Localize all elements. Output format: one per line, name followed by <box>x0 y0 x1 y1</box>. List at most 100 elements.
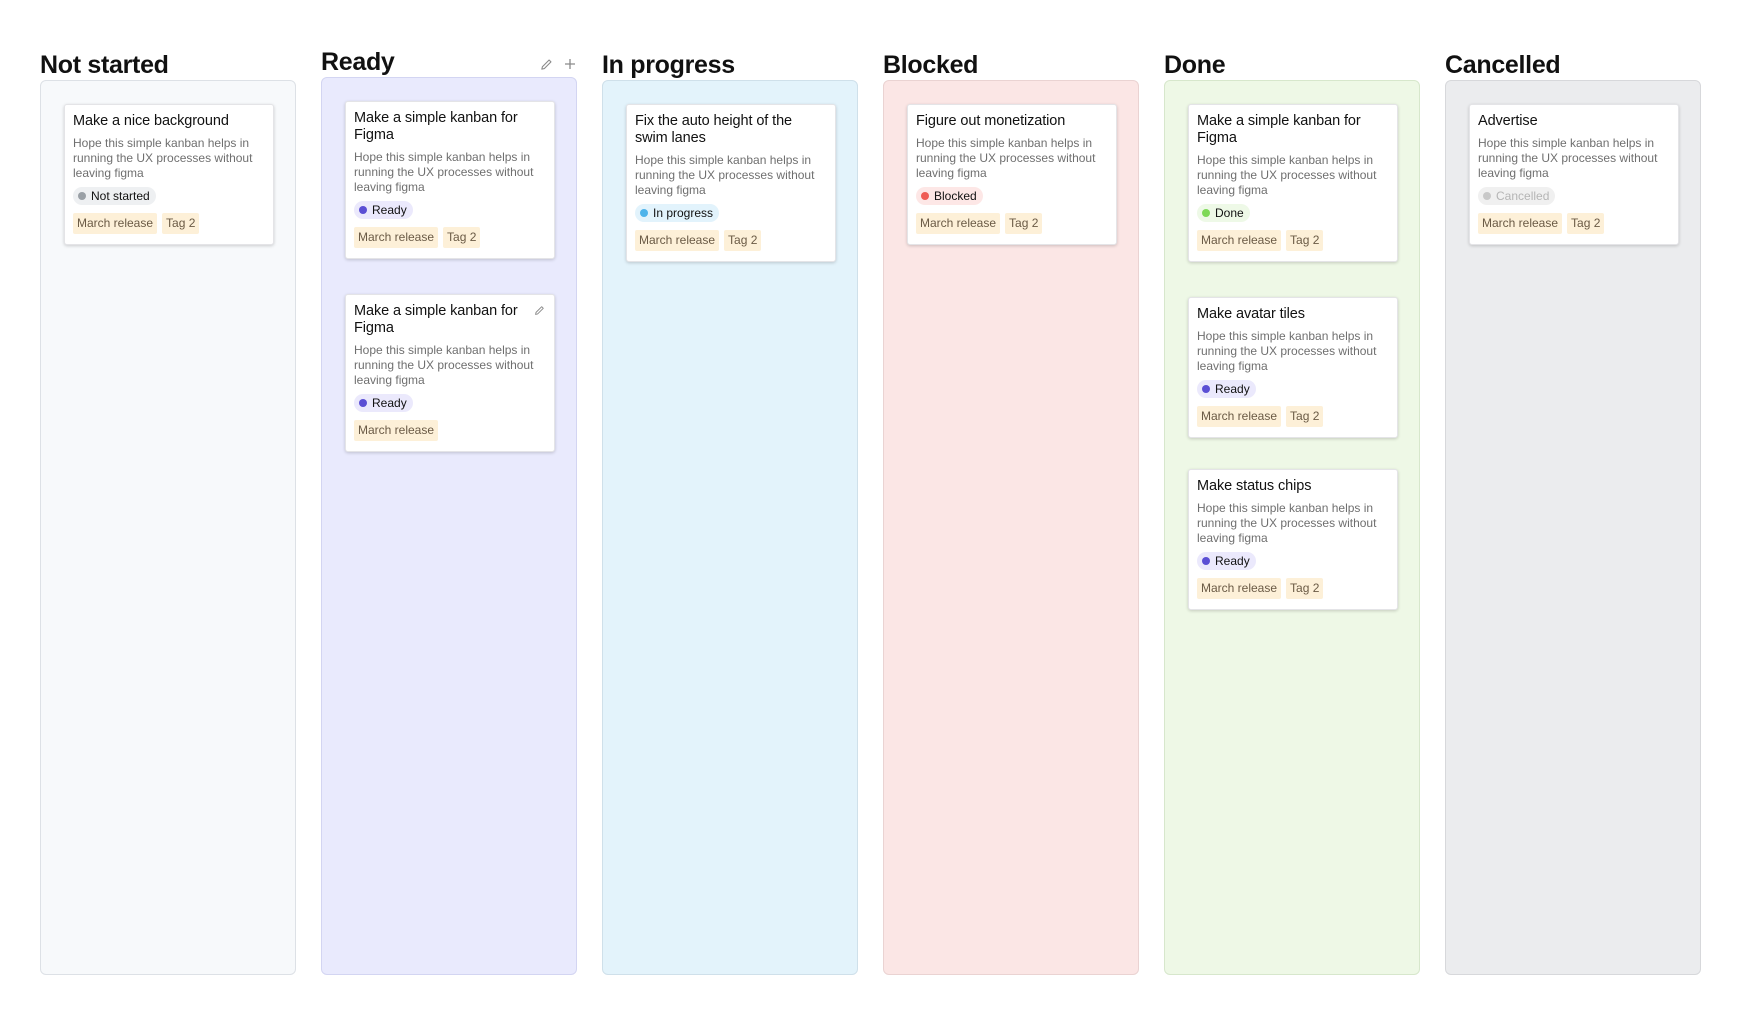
tag[interactable]: Tag 2 <box>724 230 762 251</box>
task-card[interactable]: Make avatar tiles Hope this simple kanba… <box>1188 297 1398 438</box>
status-label: Done <box>1215 206 1244 220</box>
column-header: Blocked <box>883 36 1139 80</box>
swim-lane[interactable]: Make a simple kanban for Figma Hope this… <box>1164 80 1420 975</box>
task-card[interactable]: Figure out monetization Hope this simple… <box>907 104 1117 245</box>
swim-lane[interactable]: Fix the auto height of the swim lanes Ho… <box>602 80 858 975</box>
tag-list: March release Tag 2 <box>73 213 265 234</box>
card-title: Make avatar tiles <box>1197 306 1305 322</box>
column-header: Ready <box>321 33 577 77</box>
tag-list: March release Tag 2 <box>1197 406 1389 427</box>
card-title: Make a nice background <box>73 113 229 129</box>
status-chip: In progress <box>635 204 720 222</box>
tag-list: March release <box>354 420 546 441</box>
tag[interactable]: Tag 2 <box>1567 213 1605 234</box>
column-header: Cancelled <box>1445 36 1701 80</box>
tag[interactable]: March release <box>916 213 1001 234</box>
card-title: Make a simple kanban for Figma <box>354 303 518 336</box>
column-header: Done <box>1164 36 1420 80</box>
status-label: Ready <box>372 396 407 410</box>
tag[interactable]: Tag 2 <box>1286 230 1324 251</box>
status-chip: Cancelled <box>1478 187 1556 205</box>
status-chip: Ready <box>1197 552 1256 570</box>
status-label: In progress <box>653 206 714 220</box>
card-description: Hope this simple kanban helps in running… <box>1478 136 1658 180</box>
tag[interactable]: Tag 2 <box>443 227 481 248</box>
status-label: Blocked <box>934 189 977 203</box>
tag[interactable]: March release <box>1197 230 1282 251</box>
card-description: Hope this simple kanban helps in running… <box>635 153 815 197</box>
task-card[interactable]: Make a nice background Hope this simple … <box>64 104 274 245</box>
swim-lane[interactable]: Figure out monetization Hope this simple… <box>883 80 1139 975</box>
column-title: Cancelled <box>1445 51 1561 79</box>
status-dot-icon <box>359 206 367 214</box>
task-card[interactable]: Advertise Hope this simple kanban helps … <box>1469 104 1679 245</box>
status-dot-icon <box>359 399 367 407</box>
status-dot-icon <box>640 209 648 217</box>
status-chip: Ready <box>354 394 413 412</box>
tag[interactable]: March release <box>73 213 158 234</box>
status-label: Ready <box>372 203 407 217</box>
swim-lane[interactable]: Advertise Hope this simple kanban helps … <box>1445 80 1701 975</box>
status-dot-icon <box>921 192 929 200</box>
status-label: Cancelled <box>1496 189 1550 203</box>
task-card[interactable]: Make a simple kanban for Figma Hope this… <box>1188 104 1398 262</box>
tag-list: March release Tag 2 <box>1478 213 1670 234</box>
status-chip: Blocked <box>916 187 983 205</box>
status-chip: Not started <box>73 187 156 205</box>
column-title: Ready <box>321 48 395 76</box>
tag[interactable]: March release <box>1197 406 1282 427</box>
tag[interactable]: March release <box>1478 213 1563 234</box>
tag[interactable]: Tag 2 <box>162 213 200 234</box>
tag-list: March release Tag 2 <box>1197 578 1389 599</box>
pencil-icon[interactable] <box>539 57 553 71</box>
status-dot-icon <box>1202 557 1210 565</box>
column-title: In progress <box>602 51 735 79</box>
column-title: Done <box>1164 51 1226 79</box>
status-label: Not started <box>91 189 150 203</box>
tag[interactable]: March release <box>1197 578 1282 599</box>
status-dot-icon <box>78 192 86 200</box>
tag[interactable]: March release <box>354 420 439 441</box>
task-card[interactable]: Fix the auto height of the swim lanes Ho… <box>626 104 836 262</box>
card-title: Make status chips <box>1197 478 1312 494</box>
task-card[interactable]: Make status chips Hope this simple kanba… <box>1188 469 1398 610</box>
card-description: Hope this simple kanban helps in running… <box>1197 329 1377 373</box>
pencil-icon[interactable] <box>534 303 546 315</box>
tag-list: March release Tag 2 <box>1197 230 1389 251</box>
column-header: In progress <box>602 36 858 80</box>
tag-list: March release Tag 2 <box>635 230 827 251</box>
tag[interactable]: Tag 2 <box>1005 213 1043 234</box>
status-dot-icon <box>1483 192 1491 200</box>
column-title: Blocked <box>883 51 979 79</box>
status-chip: Ready <box>354 201 413 219</box>
column-actions <box>539 57 577 71</box>
tag-list: March release Tag 2 <box>916 213 1108 234</box>
card-description: Hope this simple kanban helps in running… <box>1197 501 1377 545</box>
status-label: Ready <box>1215 554 1250 568</box>
card-title: Figure out monetization <box>916 113 1066 129</box>
card-title: Advertise <box>1478 113 1538 129</box>
task-card[interactable]: Make a simple kanban for Figma Hope this… <box>345 294 555 452</box>
plus-icon[interactable] <box>563 57 577 71</box>
card-title: Fix the auto height of the swim lanes <box>635 113 793 146</box>
card-description: Hope this simple kanban helps in running… <box>354 150 534 194</box>
status-label: Ready <box>1215 382 1250 396</box>
swim-lane[interactable]: Make a nice background Hope this simple … <box>40 80 296 975</box>
swim-lane[interactable]: Make a simple kanban for Figma Hope this… <box>321 77 577 975</box>
card-description: Hope this simple kanban helps in running… <box>354 343 534 387</box>
status-chip: Ready <box>1197 380 1256 398</box>
card-description: Hope this simple kanban helps in running… <box>916 136 1096 180</box>
tag[interactable]: Tag 2 <box>1286 406 1324 427</box>
status-chip: Done <box>1197 204 1250 222</box>
task-card[interactable]: Make a simple kanban for Figma Hope this… <box>345 101 555 259</box>
column-title: Not started <box>40 51 169 79</box>
tag[interactable]: Tag 2 <box>1286 578 1324 599</box>
card-title: Make a simple kanban for Figma <box>1197 113 1361 146</box>
tag[interactable]: March release <box>635 230 720 251</box>
status-dot-icon <box>1202 209 1210 217</box>
column-header: Not started <box>40 36 296 80</box>
tag[interactable]: March release <box>354 227 439 248</box>
card-description: Hope this simple kanban helps in running… <box>1197 153 1377 197</box>
card-description: Hope this simple kanban helps in running… <box>73 136 253 180</box>
